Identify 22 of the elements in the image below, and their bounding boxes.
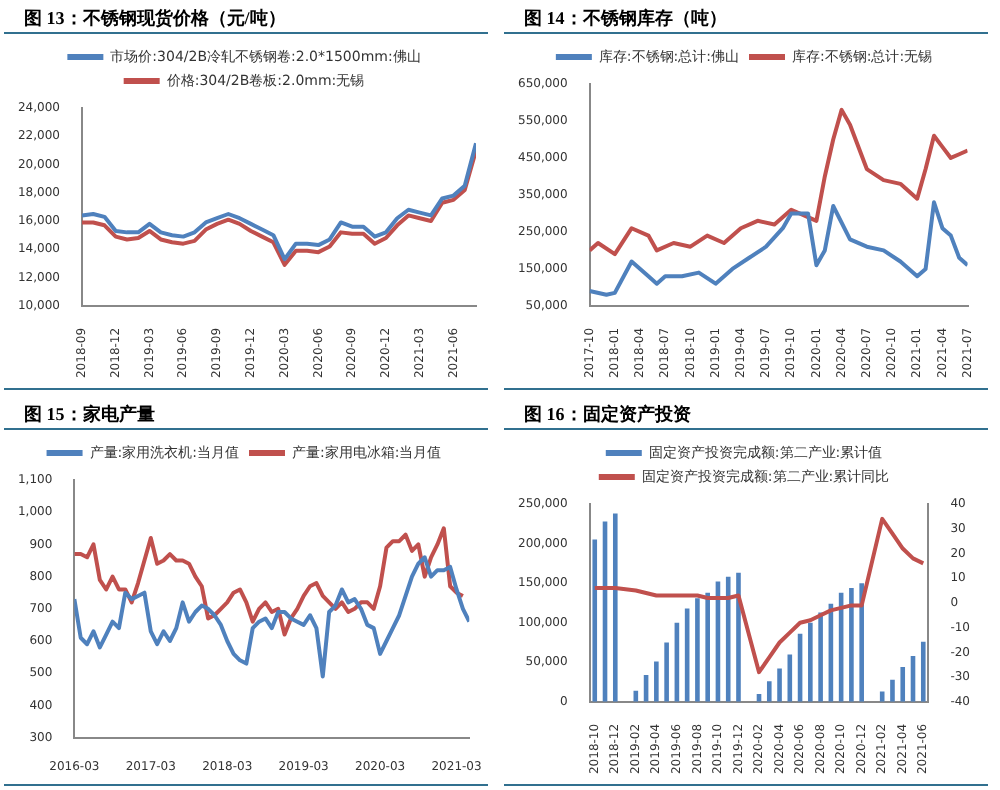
chart-title: 图 15：家电产量 bbox=[4, 399, 488, 429]
chart-title: 图 16：固定资产投资 bbox=[504, 399, 988, 429]
bar bbox=[900, 666, 906, 701]
bar bbox=[808, 621, 813, 701]
bar bbox=[766, 680, 772, 701]
chart-title: 图 13：不锈钢现货价格（元/吨） bbox=[4, 4, 488, 34]
bar bbox=[725, 575, 731, 701]
bar bbox=[777, 667, 782, 701]
bar bbox=[612, 512, 618, 701]
bar bbox=[849, 586, 854, 701]
bar bbox=[705, 591, 710, 701]
bar bbox=[592, 538, 598, 701]
bar bbox=[818, 611, 823, 701]
bar bbox=[654, 660, 659, 701]
bar bbox=[664, 641, 669, 701]
bar bbox=[890, 678, 895, 701]
chart-title: 图 14：不锈钢库存（吨） bbox=[504, 4, 988, 34]
bar bbox=[736, 571, 741, 701]
bar bbox=[879, 690, 885, 701]
bar bbox=[920, 640, 926, 701]
bar bbox=[859, 582, 864, 701]
bar bbox=[695, 597, 700, 701]
